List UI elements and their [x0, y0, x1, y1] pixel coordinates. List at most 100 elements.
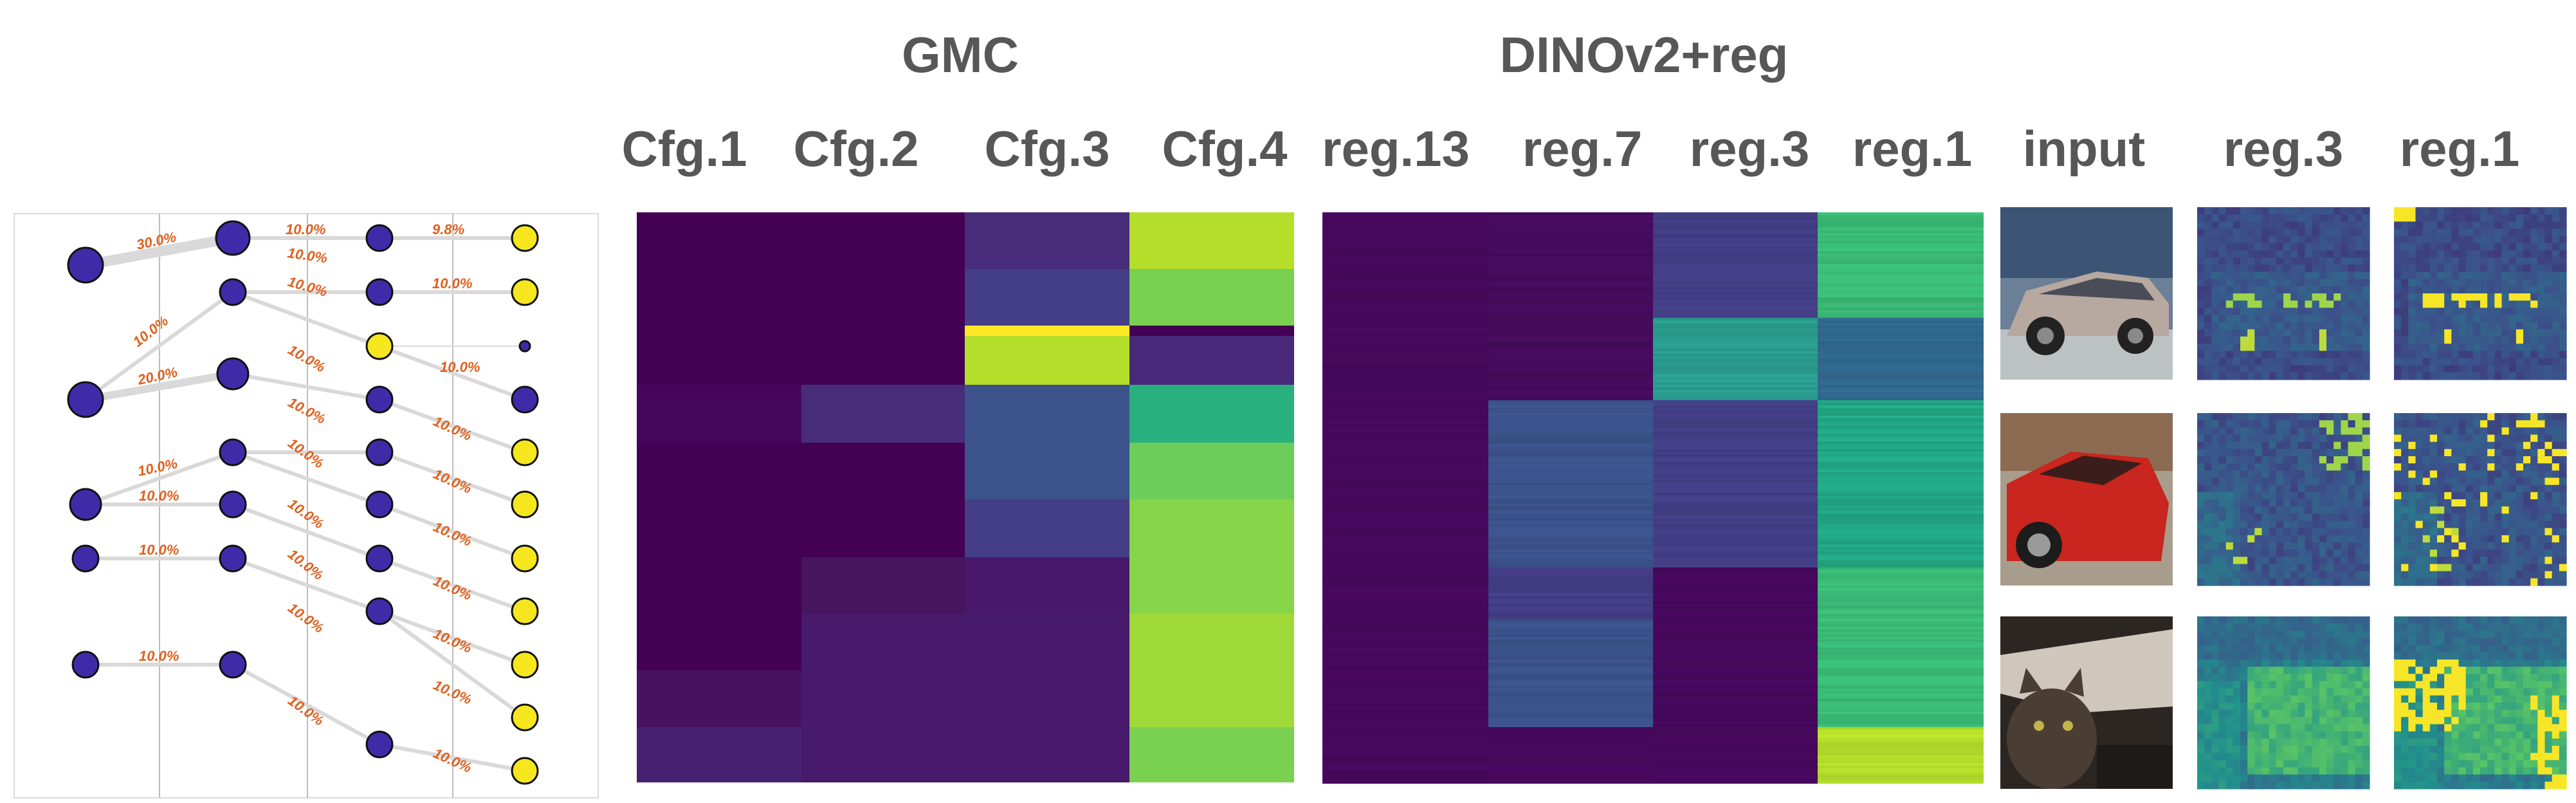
input-image-car-silver: [2000, 207, 2173, 380]
reg1-stripe: [1818, 709, 1984, 712]
reg1-stripe: [1818, 495, 1984, 498]
reg13-stripe: [1322, 292, 1488, 295]
reg7-stripe: [1488, 228, 1653, 230]
reg1-stripe: [1818, 681, 1984, 683]
reg1-stripe: [1818, 544, 1984, 547]
reg13-stripe: [1322, 596, 1488, 598]
reg13-stripe: [1322, 658, 1488, 660]
cfg1-cell: [637, 727, 801, 782]
column-header-cfg2: Cfg.2: [794, 120, 919, 177]
reg13-stripe: [1322, 462, 1488, 465]
reg1-stripe: [1818, 655, 1984, 658]
cfg2-cell: [801, 327, 965, 385]
reg3-stripe: [1653, 416, 1818, 418]
reg3-stripe: [1653, 568, 1818, 570]
reg1-stripe: [1818, 387, 1984, 390]
reg7-stripe: [1488, 215, 1653, 217]
reg3-stripe: [1653, 748, 1818, 750]
reg3-stripe: [1653, 223, 1818, 225]
reg7-stripe: [1488, 660, 1653, 663]
reg7-stripe: [1488, 521, 1653, 524]
tree-node-level3: [365, 597, 394, 625]
tree-leaf-node: [511, 490, 539, 519]
tree-node-root-e: [71, 651, 100, 679]
reg1-stripe: [1818, 737, 1984, 740]
reg13-stripe: [1322, 243, 1488, 246]
dinov2-reg-heatmap: [1322, 212, 1984, 784]
reg13-stripe: [1322, 421, 1488, 423]
reg7-stripe: [1488, 629, 1653, 632]
reg7-stripe: [1488, 483, 1653, 485]
reg3-stripe: [1653, 560, 1818, 562]
reg1-stripe: [1818, 771, 1984, 773]
reg13-stripe: [1322, 668, 1488, 670]
reg1-stripe: [1818, 575, 1984, 578]
tree-node-level4: [511, 385, 539, 414]
reg1-stripe: [1818, 758, 1984, 761]
reg3-stripe: [1653, 462, 1818, 465]
reg13-stripe: [1322, 266, 1488, 269]
reg7-stripe: [1488, 583, 1653, 586]
reg7-stripe: [1488, 637, 1653, 640]
tree-leaf-node: [511, 703, 539, 732]
reg1-stripe: [1818, 372, 1984, 374]
reg7-stripe: [1488, 431, 1653, 434]
reg7-stripe: [1488, 652, 1653, 655]
reg7-stripe: [1488, 688, 1653, 691]
reg13-stripe: [1322, 426, 1488, 429]
reg7-stripe: [1488, 670, 1653, 673]
reg3-stripe: [1653, 640, 1818, 642]
column-header-cfg3: Cfg.3: [985, 120, 1110, 177]
reg1-stripe: [1818, 241, 1984, 243]
reg7-stripe: [1488, 763, 1653, 766]
reg7-stripe: [1488, 302, 1653, 305]
cfg2-cell: [801, 614, 965, 670]
reg3-stripe: [1653, 408, 1818, 411]
reg13-stripe: [1322, 364, 1488, 367]
reg3-stripe: [1653, 658, 1818, 660]
reg13-stripe: [1322, 642, 1488, 645]
reg3-stripe: [1653, 336, 1818, 338]
reg13-stripe: [1322, 552, 1488, 555]
reg7-stripe: [1488, 362, 1653, 364]
reg7-stripe: [1488, 356, 1653, 359]
reg7-stripe: [1488, 400, 1653, 403]
reg3-stripe: [1653, 470, 1818, 472]
reg1-stripe: [1818, 660, 1984, 663]
reg1-stripe: [1818, 215, 1984, 217]
reg3-stripe: [1653, 627, 1818, 629]
reg7-stripe: [1488, 591, 1653, 593]
reg13-stripe: [1322, 652, 1488, 655]
cfg4-cell: [1129, 499, 1294, 557]
reg13-stripe: [1322, 508, 1488, 511]
reg3-stripe: [1653, 604, 1818, 606]
tree-node-level3: [365, 438, 394, 466]
reg1-stripe: [1818, 485, 1984, 488]
input-image-car-red: [2000, 413, 2173, 586]
reg1-stripe: [1818, 565, 1984, 568]
reg3-stripe: [1653, 534, 1818, 537]
reg3-stripe: [1653, 781, 1818, 784]
edge-percentage-label: 10.0%: [285, 600, 327, 636]
reg13-stripe: [1322, 313, 1488, 315]
reg13-stripe: [1322, 380, 1488, 382]
group-title-dinov2-reg: DINOv2+reg: [1500, 26, 1789, 83]
reg3-stripe: [1653, 539, 1818, 542]
reg7-stripe: [1488, 761, 1653, 763]
reg13-stripe: [1322, 315, 1488, 318]
cfg2-cell: [801, 727, 965, 782]
reg7-stripe: [1488, 287, 1653, 290]
tree-node-root-c: [69, 488, 102, 521]
reg7-stripe: [1488, 691, 1653, 694]
reg3-stripe: [1653, 578, 1818, 580]
tree-node-level2: [219, 651, 247, 679]
reg13-stripe: [1322, 475, 1488, 477]
reg7-stripe: [1488, 501, 1653, 503]
reg13-stripe: [1322, 640, 1488, 642]
reg3-stripe: [1653, 642, 1818, 645]
reg1-stripe: [1818, 606, 1984, 609]
reg1-stripe: [1818, 526, 1984, 529]
reg13-stripe: [1322, 701, 1488, 704]
reg13-stripe: [1322, 336, 1488, 338]
reg1-stripe: [1818, 776, 1984, 779]
